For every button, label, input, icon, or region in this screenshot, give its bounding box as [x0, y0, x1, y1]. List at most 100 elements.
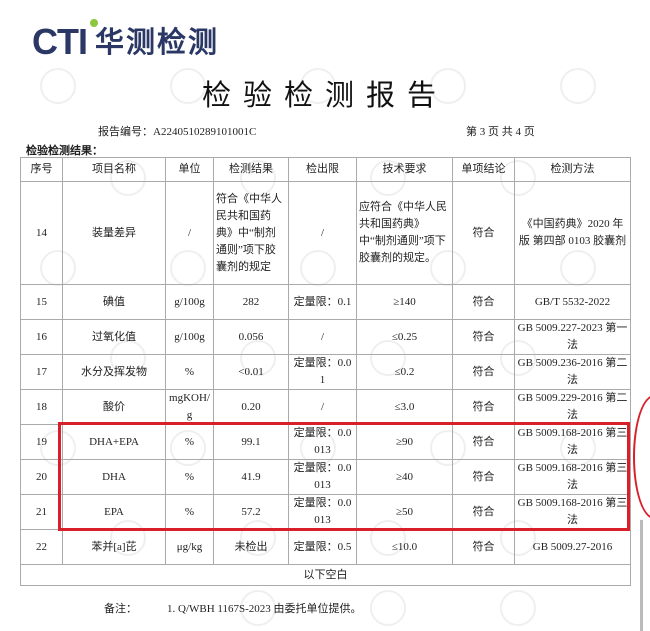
- table-cell: 定量限：0.01: [288, 354, 357, 390]
- watermark-icon: [500, 590, 536, 626]
- table-row: 15 碘值 g/100g 282 定量限：0.1 ≥140 符合 GB/T 5532-2022: [20, 284, 631, 320]
- table-cell: 符合: [452, 389, 515, 425]
- table-cell: 符合: [452, 181, 515, 285]
- table-cell: EPA: [62, 494, 166, 530]
- table-cell: mgKOH/g: [165, 389, 214, 425]
- table-cell: GB 5009.168-2016 第三法: [514, 459, 631, 495]
- column-header: 项目名称: [62, 157, 166, 182]
- table-cell: ≤3.0: [356, 389, 453, 425]
- table-cell: GB 5009.168-2016 第三法: [514, 424, 631, 460]
- table-cell: 装量差异: [62, 181, 166, 285]
- table-cell: 苯并[a]芘: [62, 529, 166, 565]
- table-cell: 《中国药典》2020 年版 第四部 0103 胶囊剂: [514, 181, 631, 285]
- note-text: 1. Q/WBH 1167S-2023 由委托单位提供。: [167, 603, 362, 615]
- table-cell: 定量限：0.0013: [288, 494, 357, 530]
- table-cell: GB 5009.229-2016 第二法: [514, 389, 631, 425]
- table-cell: ≤10.0: [356, 529, 453, 565]
- table-cell: 0.20: [213, 389, 289, 425]
- table-cell: GB/T 5532-2022: [514, 284, 631, 320]
- column-header: 检测方法: [514, 157, 631, 182]
- table-cell: ≥90: [356, 424, 453, 460]
- table-cell: ≤0.25: [356, 319, 453, 355]
- table-cell: 碘值: [62, 284, 166, 320]
- table-cell: ≥40: [356, 459, 453, 495]
- column-header: 序号: [20, 157, 63, 182]
- table-cell: 符合: [452, 424, 515, 460]
- table-cell: 17: [20, 354, 63, 390]
- table-cell: 定量限：0.0013: [288, 459, 357, 495]
- table-cell: 符合: [452, 529, 515, 565]
- red-seal: [633, 395, 650, 519]
- table-cell: %: [165, 494, 214, 530]
- table-cell: 水分及挥发物: [62, 354, 166, 390]
- table-cell: <0.01: [213, 354, 289, 390]
- table-cell: ≤0.2: [356, 354, 453, 390]
- table-cell: 57.2: [213, 494, 289, 530]
- table-cell: 过氧化值: [62, 319, 166, 355]
- table-cell: %: [165, 459, 214, 495]
- logo-name: 华测检测: [95, 25, 220, 59]
- table-cell: 定量限：0.1: [288, 284, 357, 320]
- table-row: 14 装量差异 / 符合《中华人民共和国药典》中“制剂通则”项下胶囊剂的规定 / 应符合《…: [20, 181, 631, 285]
- table-cell: GB 5009.27-2016: [514, 529, 631, 565]
- table-cell: 定量限：0.5: [288, 529, 357, 565]
- table-cell: 16: [20, 319, 63, 355]
- scrollbar[interactable]: [640, 520, 643, 631]
- table-cell: 符合: [452, 494, 515, 530]
- column-header: 检出限: [288, 157, 357, 182]
- table-cell: g/100g: [165, 284, 214, 320]
- table-cell: 符合: [452, 354, 515, 390]
- table-cell: 符合: [452, 284, 515, 320]
- table-cell: DHA+EPA: [62, 424, 166, 460]
- table-cell: 21: [20, 494, 63, 530]
- header-row: 序号 项目名称 单位 检测结果 检出限 技术要求 单项结论 检测方法: [20, 157, 631, 182]
- table-cell: 定量限：0.0013: [288, 424, 357, 460]
- table-cell: 282: [213, 284, 289, 320]
- table-cell: ≥50: [356, 494, 453, 530]
- logo-dot: [90, 19, 98, 27]
- blank-row: 以下空白: [20, 564, 631, 586]
- table-cell: 15: [20, 284, 63, 320]
- note-label: 备注：: [104, 603, 137, 615]
- table-cell: 0.056: [213, 319, 289, 355]
- results-table-wrapper: 序号 项目名称 单位 检测结果 检出限 技术要求 单项结论 检测方法 14 装量差异 / 符合《中华…: [20, 157, 631, 586]
- table-row: 21 EPA% 57.2 定量限：0.0013 ≥50 符合 GB 5009.168-201…: [20, 494, 631, 530]
- logo-brand: CTI: [32, 21, 88, 62]
- blank-row-text: 以下空白: [20, 564, 631, 586]
- table-cell: 符合: [452, 459, 515, 495]
- table-cell: DHA: [62, 459, 166, 495]
- table-row: 20 DHA% 41.9 定量限：0.0013 ≥40 符合 GB 5009.168-201…: [20, 459, 631, 495]
- table-cell: /: [165, 181, 214, 285]
- table-row: 16 过氧化值 g/100g 0.056/≤0.25 符合 GB 5009.227-202…: [20, 319, 631, 355]
- section-heading: 检验检测结果：: [26, 144, 103, 157]
- table-cell: %: [165, 354, 214, 390]
- cti-logo: CTI 华测检测: [32, 19, 220, 62]
- column-header: 单项结论: [452, 157, 515, 182]
- table-row: 18 酸价 mgKOH/g 0.20/≤3.0 符合 GB 5009.229-2016 第…: [20, 389, 631, 425]
- table-cell: μg/kg: [165, 529, 214, 565]
- table-cell: /: [288, 319, 357, 355]
- table-cell: GB 5009.168-2016 第三法: [514, 494, 631, 530]
- table-cell: ≥140: [356, 284, 453, 320]
- results-table: 序号 项目名称 单位 检测结果 检出限 技术要求 单项结论 检测方法 14 装量差异 / 符合《中华…: [20, 157, 631, 586]
- watermark-icon: [370, 590, 406, 626]
- table-cell: 未检出: [213, 529, 289, 565]
- table-cell: /: [288, 389, 357, 425]
- page-info: 第 3 页 共 4 页: [466, 126, 535, 138]
- table-cell: 酸价: [62, 389, 166, 425]
- table-cell: 41.9: [213, 459, 289, 495]
- column-header: 单位: [165, 157, 214, 182]
- table-cell: 14: [20, 181, 63, 285]
- table-cell: GB 5009.227-2023 第一法: [514, 319, 631, 355]
- table-cell: 18: [20, 389, 63, 425]
- table-cell: 19: [20, 424, 63, 460]
- table-cell: g/100g: [165, 319, 214, 355]
- table-cell: /: [288, 181, 357, 285]
- table-cell: 符合《中华人民共和国药典》中“制剂通则”项下胶囊剂的规定: [213, 181, 289, 285]
- table-cell: GB 5009.236-2016 第二法: [514, 354, 631, 390]
- column-header: 技术要求: [356, 157, 453, 182]
- notes: 备注： 1. Q/WBH 1167S-2023 由委托单位提供。: [104, 600, 362, 616]
- table-cell: 20: [20, 459, 63, 495]
- report-number: 报告编号：A2240510289101001C: [98, 126, 257, 138]
- table-row: 17 水分及挥发物% <0.01 定量限：0.01 ≤0.2 符合 GB 5009.236-…: [20, 354, 631, 390]
